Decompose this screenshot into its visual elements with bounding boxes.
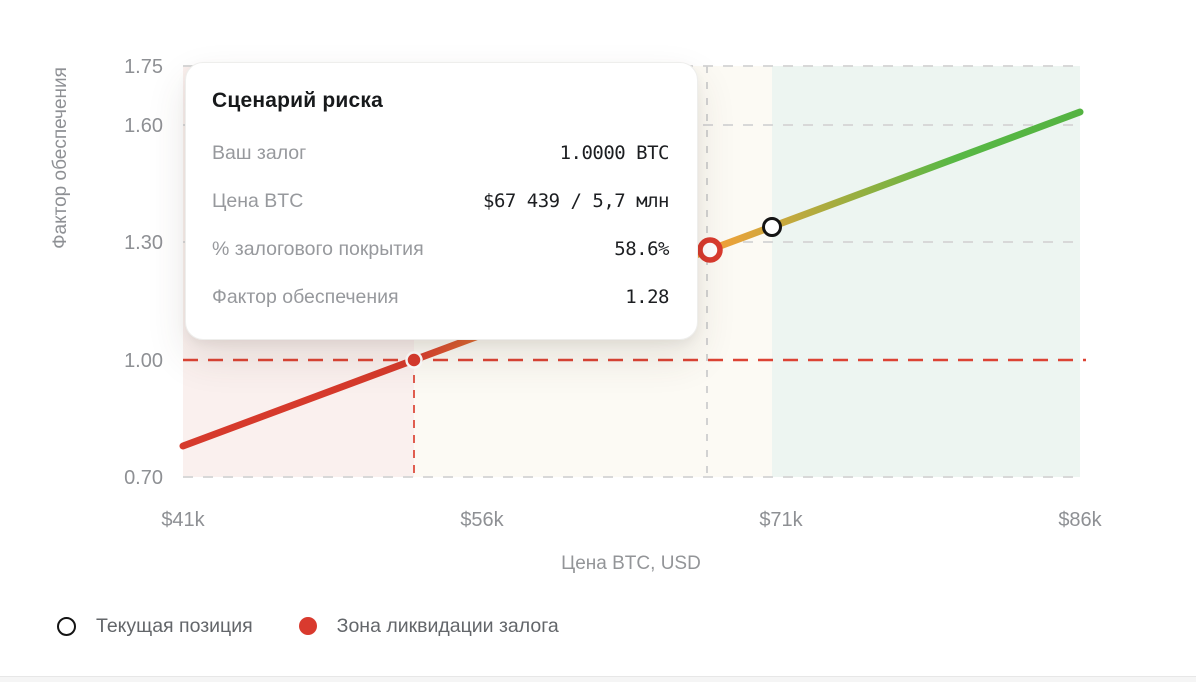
x-tick-label: $41k — [161, 509, 205, 531]
legend-item-liquidation-zone: Зона ликвидации залога — [298, 613, 559, 639]
tooltip-row-value: 1.28 — [625, 286, 669, 308]
below-divider-strip — [0, 677, 1196, 682]
y-axis-title: Фактор обеспечения — [50, 67, 71, 249]
tooltip-row-coverage: % залогового покрытия 58.6% — [212, 225, 669, 273]
tooltip-row-label: Ваш залог — [212, 142, 307, 164]
bottom-divider — [0, 676, 1196, 677]
y-tick-label: 0.70 — [124, 467, 163, 489]
open-circle-icon — [57, 616, 76, 636]
legend-label: Зона ликвидации залога — [336, 615, 559, 637]
hover-point-marker[interactable] — [697, 237, 723, 263]
legend-label: Текущая позиция — [96, 615, 253, 637]
legend-item-current-position: Текущая позиция — [57, 613, 253, 639]
tooltip-row-value: $67 439 / 5,7 млн — [483, 190, 669, 212]
legend: Текущая позиция Зона ликвидации залога — [57, 611, 559, 641]
y-tick-label: 1.60 — [124, 115, 163, 137]
y-tick-label: 1.00 — [124, 350, 163, 372]
tooltip-row-value: 1.0000 BTC — [559, 142, 670, 164]
x-tick-label: $71k — [759, 509, 803, 531]
tooltip-title: Сценарий риска — [212, 89, 384, 112]
scenario-tooltip: Сценарий риска Ваш залог 1.0000 BTC Цена… — [185, 62, 698, 340]
x-axis-title: Цена BTC, USD — [561, 553, 701, 574]
liquidation-point-marker[interactable] — [405, 351, 423, 369]
tooltip-row-label: % залогового покрытия — [212, 238, 424, 260]
tooltip-row-btc-price: Цена BTC $67 439 / 5,7 млн — [212, 177, 669, 225]
tooltip-row-label: Цена BTC — [212, 190, 304, 212]
tooltip-row-label: Фактор обеспечения — [212, 286, 399, 308]
y-tick-label: 1.30 — [124, 232, 163, 254]
y-tick-label: 1.75 — [124, 56, 163, 78]
x-tick-label: $86k — [1058, 509, 1102, 531]
x-tick-label: $56k — [460, 509, 504, 531]
red-dot-icon — [298, 617, 317, 635]
tooltip-row-value: 58.6% — [614, 238, 669, 260]
current-position-marker[interactable] — [762, 217, 782, 237]
tooltip-row-factor: Фактор обеспечения 1.28 — [212, 273, 669, 321]
tooltip-row-collateral: Ваш залог 1.0000 BTC — [212, 129, 670, 177]
